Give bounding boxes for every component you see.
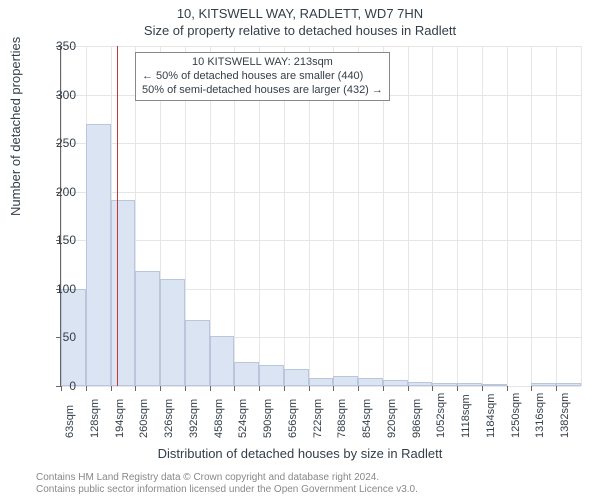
x-tick-label: 722sqm <box>312 399 324 438</box>
x-tick-mark <box>531 386 532 391</box>
x-tick-mark <box>210 386 211 391</box>
x-tick-label: 1382sqm <box>559 393 571 438</box>
page-subtitle: Size of property relative to detached ho… <box>0 21 600 38</box>
x-tick-label: 194sqm <box>114 399 126 438</box>
x-tick-mark <box>333 386 334 391</box>
gridline-vertical <box>507 46 508 386</box>
x-tick-label: 326sqm <box>163 399 175 438</box>
x-tick-mark <box>86 386 87 391</box>
histogram-bar <box>556 383 581 386</box>
histogram-bar <box>284 369 309 386</box>
footer-line: Contains HM Land Registry data © Crown c… <box>36 472 418 484</box>
page-title: 10, KITSWELL WAY, RADLETT, WD7 7HN <box>0 0 600 21</box>
x-tick-label: 260sqm <box>138 399 150 438</box>
gridline-vertical <box>408 46 409 386</box>
x-tick-mark <box>135 386 136 391</box>
annotation-box: 10 KITSWELL WAY: 213sqm← 50% of detached… <box>135 52 390 101</box>
annotation-line: ← 50% of detached houses are smaller (44… <box>142 70 383 84</box>
x-tick-label: 920sqm <box>386 399 398 438</box>
y-tick-label: 300 <box>36 88 76 102</box>
histogram-bar <box>358 378 383 386</box>
x-tick-mark <box>160 386 161 391</box>
x-tick-label: 524sqm <box>237 399 249 438</box>
x-tick-label: 1316sqm <box>534 393 546 438</box>
x-tick-mark <box>358 386 359 391</box>
gridline-horizontal <box>61 192 581 193</box>
x-axis-label: Distribution of detached houses by size … <box>0 446 600 461</box>
x-tick-label: 458sqm <box>213 399 225 438</box>
y-axis-label: Number of detached properties <box>8 37 23 216</box>
histogram-bar <box>210 336 235 387</box>
gridline-horizontal <box>61 143 581 144</box>
gridline-vertical <box>581 46 582 386</box>
x-tick-label: 63sqm <box>64 405 76 438</box>
gridline-horizontal <box>61 240 581 241</box>
gridline-vertical <box>556 46 557 386</box>
y-tick-label: 350 <box>36 39 76 53</box>
annotation-line: 10 KITSWELL WAY: 213sqm <box>142 56 383 70</box>
x-tick-mark <box>259 386 260 391</box>
x-tick-mark <box>457 386 458 391</box>
gridline-vertical <box>531 46 532 386</box>
histogram-bar <box>111 200 136 387</box>
histogram-bar <box>309 378 334 386</box>
y-tick-label: 100 <box>36 282 76 296</box>
gridline-vertical <box>457 46 458 386</box>
x-tick-label: 590sqm <box>262 399 274 438</box>
y-tick-label: 50 <box>36 330 76 344</box>
x-tick-label: 128sqm <box>89 399 101 438</box>
histogram-bar <box>383 380 408 386</box>
chart-plot-area: 10 KITSWELL WAY: 213sqm← 50% of detached… <box>60 46 581 387</box>
histogram-bar <box>259 365 284 386</box>
histogram-bar <box>160 279 185 386</box>
histogram-bar <box>333 376 358 386</box>
attribution-footer: Contains HM Land Registry data © Crown c… <box>36 472 418 496</box>
x-tick-mark <box>185 386 186 391</box>
histogram-bar <box>408 382 433 386</box>
x-tick-mark <box>482 386 483 391</box>
footer-line: Contains public sector information licen… <box>36 484 418 496</box>
x-tick-mark <box>234 386 235 391</box>
histogram-bar <box>185 320 210 386</box>
y-tick-label: 150 <box>36 233 76 247</box>
y-tick-label: 250 <box>36 136 76 150</box>
gridline-horizontal <box>61 46 581 47</box>
histogram-bar <box>432 383 457 386</box>
y-tick-label: 0 <box>36 379 76 393</box>
reference-line <box>117 46 118 386</box>
x-tick-label: 392sqm <box>188 399 200 438</box>
x-tick-mark <box>284 386 285 391</box>
histogram-bar <box>531 383 556 386</box>
x-tick-label: 656sqm <box>287 399 299 438</box>
x-tick-mark <box>383 386 384 391</box>
gridline-vertical <box>432 46 433 386</box>
x-tick-mark <box>111 386 112 391</box>
histogram-bar <box>86 124 111 386</box>
x-tick-mark <box>507 386 508 391</box>
x-tick-label: 1118sqm <box>460 394 472 438</box>
x-tick-mark <box>408 386 409 391</box>
annotation-line: 50% of semi-detached houses are larger (… <box>142 84 383 98</box>
x-tick-mark <box>432 386 433 391</box>
x-tick-label: 1250sqm <box>510 393 522 438</box>
x-tick-mark <box>556 386 557 391</box>
gridline-horizontal <box>61 386 581 387</box>
x-tick-label: 1052sqm <box>435 393 447 438</box>
x-tick-mark <box>309 386 310 391</box>
histogram-bar <box>482 384 507 386</box>
histogram-bar <box>457 383 482 386</box>
histogram-bar <box>135 271 160 386</box>
y-tick-label: 200 <box>36 185 76 199</box>
histogram-bar <box>234 362 259 386</box>
x-tick-label: 788sqm <box>336 399 348 438</box>
x-tick-label: 854sqm <box>361 399 373 438</box>
gridline-vertical <box>482 46 483 386</box>
x-tick-label: 1184sqm <box>485 394 497 438</box>
x-tick-label: 986sqm <box>411 399 423 438</box>
